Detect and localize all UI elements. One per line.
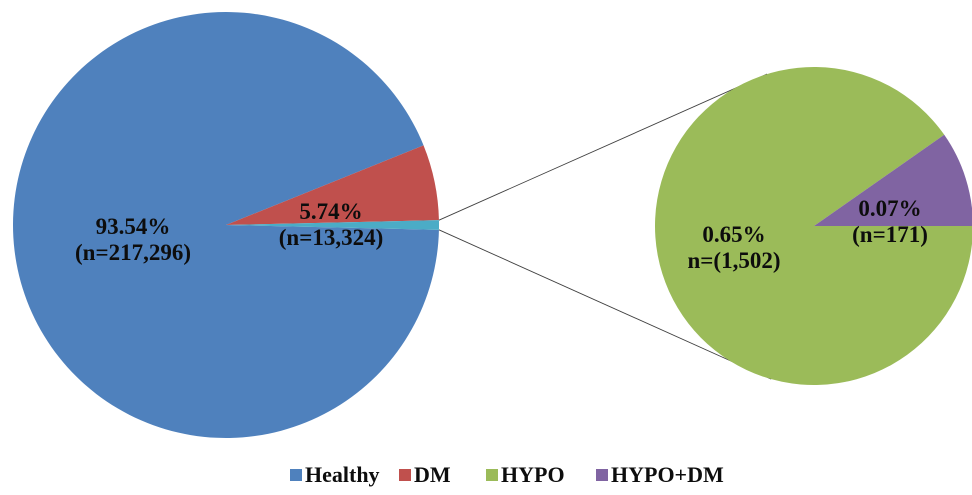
legend-label-healthy: Healthy: [305, 462, 380, 487]
connector-line-top: [438, 73, 768, 221]
data-label-dm: 5.74% (n=13,324): [279, 199, 383, 250]
legend-item-dm: DM: [399, 462, 451, 487]
legend-swatch-hypo: [486, 469, 498, 481]
legend-item-hypo: HYPO: [486, 462, 565, 487]
main-pie-labels: 93.54% (n=217,296) 5.74% (n=13,324): [75, 199, 383, 265]
legend-label-dm: DM: [414, 462, 451, 487]
connector-lines: [438, 73, 772, 380]
legend-item-healthy: Healthy: [290, 462, 380, 487]
data-label-hypo: 0.65% n=(1,502): [688, 222, 781, 273]
legend-swatch-dm: [399, 469, 411, 481]
secondary-pie: [655, 67, 972, 385]
legend-swatch-hypo-dm: [596, 469, 608, 481]
secondary-pie-labels: 0.65% n=(1,502) 0.07% (n=171): [688, 196, 928, 273]
secondary-slice-hypo-dm: [814, 134, 972, 226]
data-label-hypo-dm: 0.07% (n=171): [852, 196, 928, 247]
pie-slice-dm: [226, 145, 439, 225]
legend: Healthy DM HYPO HYPO+DM: [290, 462, 724, 487]
legend-swatch-healthy: [290, 469, 302, 481]
pie-slice-healthy: [13, 12, 439, 439]
legend-label-hypo: HYPO: [501, 462, 565, 487]
main-pie: [13, 12, 439, 439]
data-label-healthy: 93.54% (n=217,296): [75, 214, 191, 265]
pie-slice-other: [226, 220, 439, 230]
legend-item-hypo-dm: HYPO+DM: [596, 462, 724, 487]
secondary-slice-hypo: [655, 67, 972, 385]
connector-line-bottom: [438, 229, 772, 380]
legend-label-hypo-dm: HYPO+DM: [611, 462, 724, 487]
